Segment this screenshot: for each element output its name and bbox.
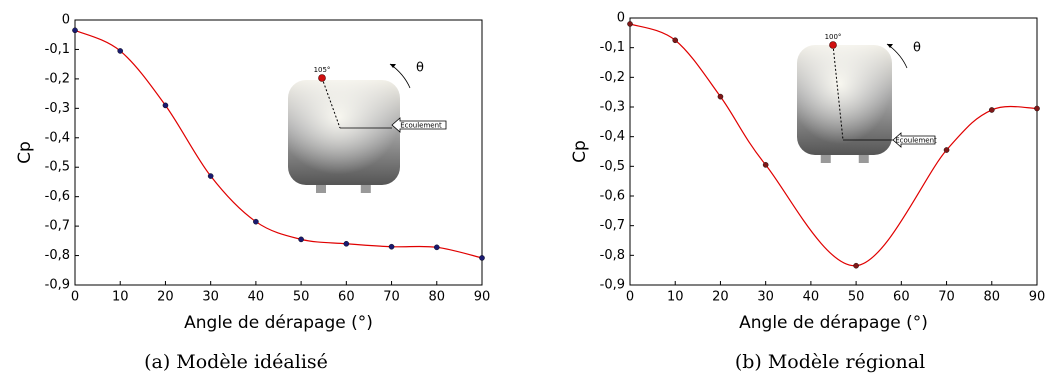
x-tick-label: 80 — [984, 290, 1001, 305]
data-point — [717, 93, 724, 100]
x-tick-label: 60 — [338, 290, 355, 305]
data-point — [1034, 105, 1040, 112]
vehicle-shine — [797, 45, 892, 155]
data-point — [253, 218, 259, 225]
angle-line — [321, 77, 341, 129]
flow-arrow — [892, 132, 936, 148]
y-tick-label: -0,8 — [600, 248, 625, 263]
flow-label: Ecoulement — [400, 122, 442, 130]
flow-arrow — [391, 117, 447, 133]
x-tick-label: 30 — [757, 290, 774, 305]
y-tick-label: -0,1 — [600, 40, 625, 55]
y-tick-label: -0,5 — [45, 160, 70, 175]
x-tick-label: 70 — [383, 290, 400, 305]
data-point — [627, 21, 633, 27]
data-point — [343, 240, 350, 247]
y-tick-label: -0,7 — [45, 219, 70, 234]
y-tick-label: -0,3 — [600, 100, 625, 115]
data-point — [207, 173, 214, 179]
x-tick-label: 50 — [293, 290, 310, 305]
curve — [629, 23, 1038, 267]
data-point — [479, 255, 485, 261]
y-tick-label: -0,6 — [45, 189, 70, 204]
data-point — [943, 147, 950, 153]
data-point — [853, 262, 859, 269]
data-point — [388, 243, 395, 250]
vehicle-foot — [858, 153, 869, 163]
flow-label: Ecoulement — [895, 137, 937, 145]
vehicle-foot — [360, 183, 371, 193]
curve — [74, 29, 483, 259]
x-tick-label: 40 — [803, 290, 820, 305]
data-point — [762, 162, 769, 168]
y-tick-label: -0,6 — [600, 189, 625, 204]
vehicle-foot — [820, 153, 831, 163]
angle-label: 105° — [314, 66, 331, 74]
x-tick-label: 10 — [667, 290, 684, 305]
y-tick-label: -0,9 — [600, 278, 625, 293]
vehicle-shine — [288, 80, 400, 185]
y-tick-label: -0,8 — [45, 248, 70, 263]
vehicle-foot — [316, 183, 326, 193]
x-tick-label: 20 — [712, 290, 729, 305]
y-tick-label: -0,1 — [45, 42, 70, 57]
y-tick-label: -0,7 — [600, 218, 625, 233]
plot-frame — [629, 17, 1038, 286]
angle-label: 100° — [825, 33, 842, 41]
x-tick-label: 0 — [626, 290, 634, 305]
x-tick-label: 70 — [938, 290, 955, 305]
x-tick-label: 20 — [157, 290, 174, 305]
data-point — [162, 102, 169, 109]
y-tick-label: 0 — [617, 11, 625, 26]
plot-frame — [74, 19, 483, 286]
y-tick-label: -0,2 — [45, 71, 70, 86]
x-tick-label: 90 — [1029, 290, 1045, 305]
caption: (a) Modèle idéalisé — [144, 351, 328, 373]
data-point — [433, 244, 440, 251]
data-point — [298, 236, 304, 243]
angle-dot — [829, 41, 837, 49]
data-point — [672, 37, 679, 44]
y-tick-label: -0,4 — [45, 130, 70, 145]
data-point — [72, 27, 78, 34]
data-point — [988, 107, 995, 113]
y-tick-label: -0,4 — [600, 129, 625, 144]
angle-dot — [318, 74, 326, 82]
y-axis-label: Cp — [570, 140, 590, 163]
x-tick-label: 50 — [848, 290, 865, 305]
rotation-arrowhead — [390, 64, 396, 68]
x-tick-label: 80 — [429, 290, 446, 305]
rotation-arrowhead — [887, 44, 893, 48]
y-tick-label: -0,2 — [600, 70, 625, 85]
y-tick-label: -0,9 — [45, 278, 70, 293]
x-tick-label: 30 — [202, 290, 219, 305]
x-axis-label: Angle de dérapage (°) — [184, 313, 373, 333]
x-tick-label: 90 — [474, 290, 491, 305]
y-tick-label: -0,3 — [45, 101, 70, 116]
data-point — [117, 48, 124, 54]
theta-label: θ — [913, 41, 921, 56]
y-tick-label: -0,5 — [600, 159, 625, 174]
x-tick-label: 10 — [112, 290, 129, 305]
x-tick-label: 40 — [248, 290, 265, 305]
x-tick-label: 60 — [893, 290, 910, 305]
theta-label: θ — [416, 61, 424, 76]
caption: (b) Modèle régional — [735, 351, 925, 373]
y-tick-label: 0 — [62, 13, 70, 28]
x-tick-label: 0 — [71, 290, 79, 305]
x-axis-label: Angle de dérapage (°) — [739, 313, 928, 333]
y-axis-label: Cp — [15, 141, 35, 164]
